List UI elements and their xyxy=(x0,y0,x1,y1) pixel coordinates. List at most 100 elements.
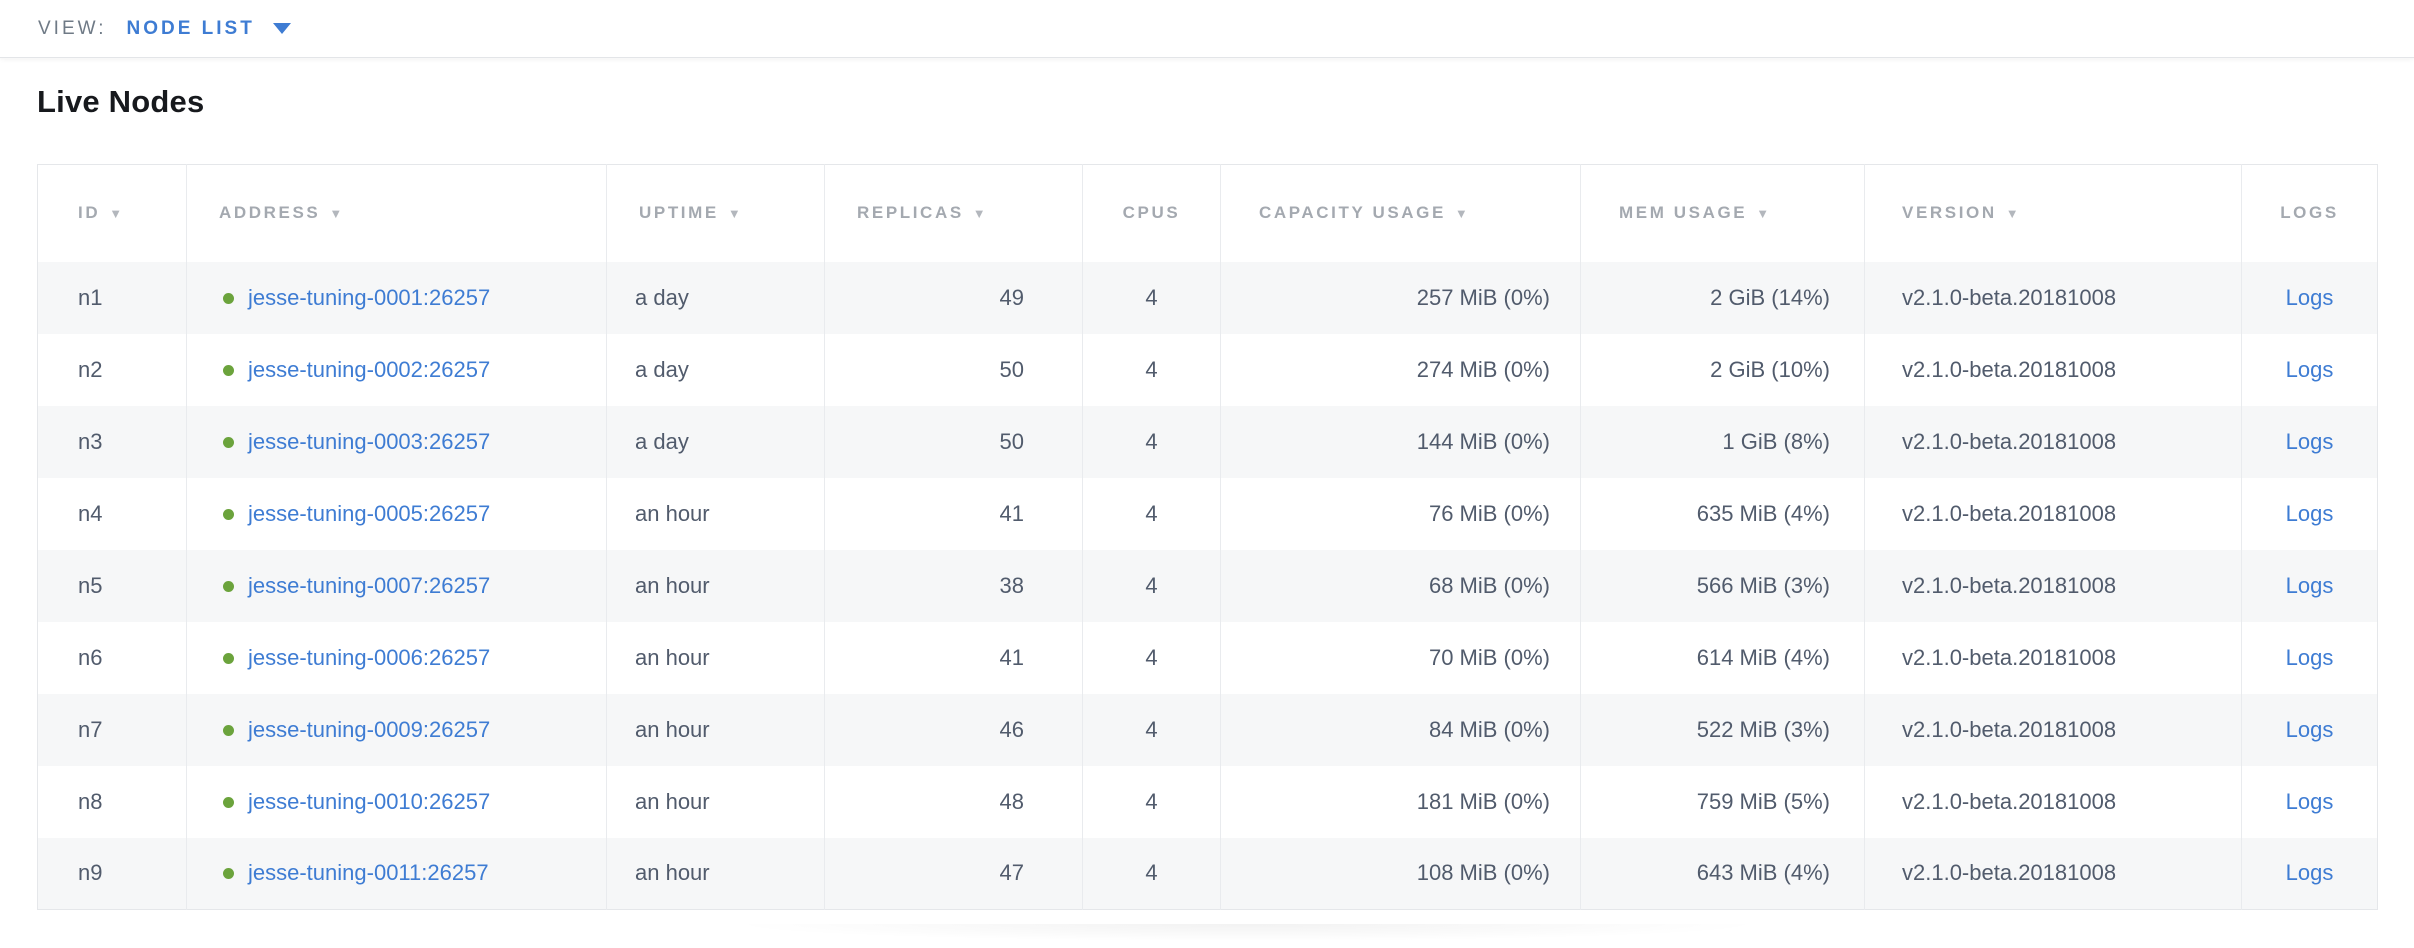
node-status-dot xyxy=(223,364,234,376)
cell-address: jesse-tuning-0003:26257 xyxy=(186,405,607,478)
cell-id: n8 xyxy=(78,788,103,814)
node-logs-link[interactable]: Logs xyxy=(2285,284,2334,310)
cell-id: n6 xyxy=(78,644,103,670)
table-row-n4: n4 jesse-tuning-0005:26257 an hour 41 4 76 Mi… xyxy=(37,477,2378,550)
sort-descending-icon: ▼ xyxy=(109,206,125,222)
column-label: REPLICAS xyxy=(857,203,964,223)
cell-version: v2.1.0-beta.20181008 xyxy=(1864,765,2242,838)
node-logs-link[interactable]: Logs xyxy=(2285,500,2334,526)
cell-capacity: 70 MiB (0%) xyxy=(1220,621,1581,694)
cell-capacity: 84 MiB (0%) xyxy=(1220,693,1581,766)
column-header-uptime[interactable]: UPTIME ▼ xyxy=(606,164,825,262)
node-logs-link[interactable]: Logs xyxy=(2285,356,2334,382)
node-status-dot xyxy=(223,292,234,304)
cell-logs: Logs xyxy=(2241,765,2378,838)
cell-capacity: 257 MiB (0%) xyxy=(1220,261,1581,334)
node-address-link[interactable]: jesse-tuning-0007:26257 xyxy=(248,572,491,598)
cell-version: v2.1.0-beta.20181008 xyxy=(1864,333,2242,406)
column-label: ADDRESS xyxy=(219,203,321,223)
node-address-link[interactable]: jesse-tuning-0009:26257 xyxy=(248,716,491,742)
node-logs-link[interactable]: Logs xyxy=(2285,572,2334,598)
table-body: n1 jesse-tuning-0001:26257 a day 49 4 257 MiB… xyxy=(37,261,2378,910)
cell-logs: Logs xyxy=(2241,405,2378,478)
cell-address: jesse-tuning-0011:26257 xyxy=(186,837,607,910)
cell-version: v2.1.0-beta.20181008 xyxy=(1864,261,2242,334)
column-label: MEM USAGE xyxy=(1619,203,1748,223)
node-status-dot xyxy=(223,868,234,880)
cell-logs: Logs xyxy=(2241,261,2378,334)
column-header-replicas[interactable]: REPLICAS ▼ xyxy=(824,164,1083,262)
cell-uptime: a day xyxy=(606,405,825,478)
node-address-link[interactable]: jesse-tuning-0003:26257 xyxy=(248,428,491,454)
node-address-link[interactable]: jesse-tuning-0006:26257 xyxy=(248,644,491,670)
node-logs-link[interactable]: Logs xyxy=(2285,716,2334,742)
table-row-n9: n9 jesse-tuning-0011:26257 an hour 47 4 108 M… xyxy=(37,837,2378,910)
cell-replicas: 46 xyxy=(824,693,1083,766)
column-header-logs: LOGS xyxy=(2241,164,2378,262)
cell-address: jesse-tuning-0002:26257 xyxy=(186,333,607,406)
sort-descending-icon: ▼ xyxy=(727,206,744,222)
cell-logs: Logs xyxy=(2241,621,2378,694)
node-address-link[interactable]: jesse-tuning-0002:26257 xyxy=(248,356,491,382)
table-row-n7: n7 jesse-tuning-0009:26257 an hour 46 4 84 Mi… xyxy=(37,693,2378,766)
node-status-dot xyxy=(223,580,234,592)
node-logs-link[interactable]: Logs xyxy=(2285,644,2334,670)
cell-logs: Logs xyxy=(2241,693,2378,766)
column-header-mem[interactable]: MEM USAGE ▼ xyxy=(1580,164,1865,262)
cell-uptime: an hour xyxy=(606,765,825,838)
cell-address: jesse-tuning-0001:26257 xyxy=(186,261,607,334)
node-logs-link[interactable]: Logs xyxy=(2285,428,2334,454)
cell-uptime: a day xyxy=(606,333,825,406)
node-address-link[interactable]: jesse-tuning-0011:26257 xyxy=(248,860,489,886)
cell-replicas: 41 xyxy=(824,621,1083,694)
cell-capacity: 68 MiB (0%) xyxy=(1220,549,1581,622)
cell-cpus: 4 xyxy=(1082,477,1221,550)
column-header-capacity[interactable]: CAPACITY USAGE ▼ xyxy=(1220,164,1581,262)
live-nodes-table: ID ▼ ADDRESS ▼ UPTIME ▼ REPLICAS ▼ CPUS CAPACITY … xyxy=(37,164,2378,910)
table-row-n5: n5 jesse-tuning-0007:26257 an hour 38 4 68 Mi… xyxy=(37,549,2378,622)
column-header-version[interactable]: VERSION ▼ xyxy=(1864,164,2242,262)
view-label: VIEW: xyxy=(38,17,107,39)
cell-replicas: 41 xyxy=(824,477,1083,550)
sort-descending-icon: ▼ xyxy=(1756,206,1772,222)
cell-cpus: 4 xyxy=(1082,261,1221,334)
node-logs-link[interactable]: Logs xyxy=(2285,860,2334,886)
cell-mem: 643 MiB (4%) xyxy=(1580,837,1865,910)
cell-uptime: an hour xyxy=(606,549,825,622)
column-label: CPUS xyxy=(1122,203,1181,223)
cell-id: n3 xyxy=(78,428,103,454)
cell-address: jesse-tuning-0010:26257 xyxy=(186,765,607,838)
cell-cpus: 4 xyxy=(1082,405,1221,478)
column-label: VERSION xyxy=(1902,203,1997,223)
node-logs-link[interactable]: Logs xyxy=(2285,788,2334,814)
cell-id: n1 xyxy=(78,284,103,310)
cell-mem: 1 GiB (8%) xyxy=(1580,405,1865,478)
cell-uptime: an hour xyxy=(606,621,825,694)
cell-version: v2.1.0-beta.20181008 xyxy=(1864,405,2242,478)
cell-cpus: 4 xyxy=(1082,621,1221,694)
cell-version: v2.1.0-beta.20181008 xyxy=(1864,837,2242,910)
cell-version: v2.1.0-beta.20181008 xyxy=(1864,549,2242,622)
view-bar: VIEW: NODE LIST xyxy=(0,0,2414,58)
cell-capacity: 274 MiB (0%) xyxy=(1220,333,1581,406)
cell-mem: 2 GiB (10%) xyxy=(1580,333,1865,406)
cell-uptime: a day xyxy=(606,261,825,334)
node-address-link[interactable]: jesse-tuning-0005:26257 xyxy=(248,500,491,526)
table-header: ID ▼ ADDRESS ▼ UPTIME ▼ REPLICAS ▼ CPUS CAPACITY … xyxy=(37,164,2378,262)
main-content: Live Nodes ID ▼ ADDRESS ▼ UPTIME ▼ REPLICAS ▼ CP… xyxy=(0,83,2414,948)
page-title: Live Nodes xyxy=(37,84,205,119)
view-selector-dropdown[interactable]: NODE LIST xyxy=(127,18,291,40)
column-label: CAPACITY USAGE xyxy=(1259,203,1446,223)
cell-version: v2.1.0-beta.20181008 xyxy=(1864,477,2242,550)
column-header-id[interactable]: ID ▼ xyxy=(37,164,187,262)
node-address-link[interactable]: jesse-tuning-0001:26257 xyxy=(248,284,491,310)
node-address-link[interactable]: jesse-tuning-0010:26257 xyxy=(248,788,491,814)
table-row-n6: n6 jesse-tuning-0006:26257 an hour 41 4 70 Mi… xyxy=(37,621,2378,694)
cell-logs: Logs xyxy=(2241,333,2378,406)
column-header-address[interactable]: ADDRESS ▼ xyxy=(186,164,607,262)
cell-replicas: 47 xyxy=(824,837,1083,910)
cell-replicas: 48 xyxy=(824,765,1083,838)
cell-version: v2.1.0-beta.20181008 xyxy=(1864,621,2242,694)
cell-mem: 635 MiB (4%) xyxy=(1580,477,1865,550)
cell-logs: Logs xyxy=(2241,549,2378,622)
